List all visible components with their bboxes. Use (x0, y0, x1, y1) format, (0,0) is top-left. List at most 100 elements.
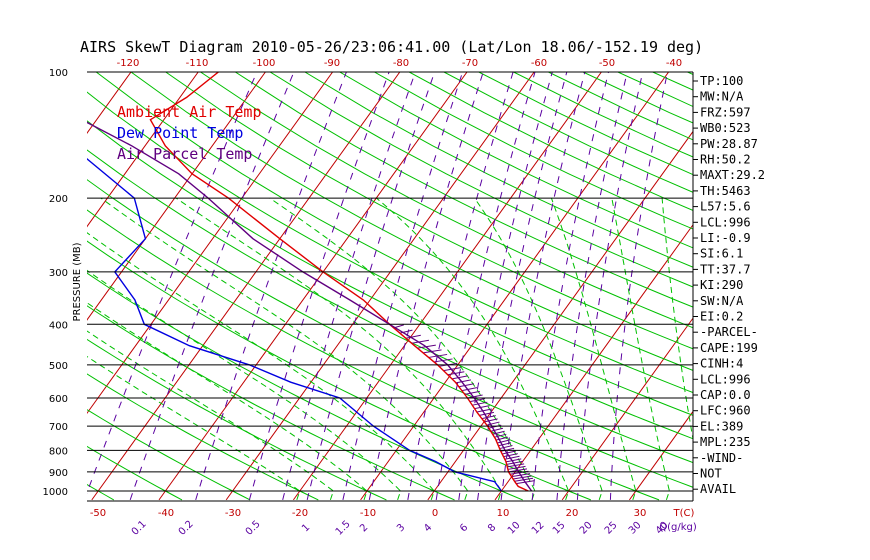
dry-adiabat-line (87, 91, 693, 416)
cape-hatch (474, 405, 490, 410)
mixing-ratio-lines (87, 72, 668, 501)
mixing-ratio-line (458, 72, 553, 500)
moist-adiabat-line (87, 269, 402, 501)
dry-adiabat-line (443, 72, 693, 193)
pressure-tick-label: 600 (49, 394, 68, 405)
stat-item: FRZ:597 (700, 105, 751, 119)
cape-hatch (492, 430, 505, 435)
dry-adiabat-line (339, 72, 693, 249)
mixing-ratio-tick-label: 0.1 (130, 519, 149, 538)
mixing-ratio-line (306, 72, 436, 501)
top-temp-tick-label: -70 (462, 58, 478, 69)
mixing-ratio-line (248, 72, 390, 501)
stat-item: MW:N/A (700, 90, 744, 104)
cape-hatch (411, 339, 430, 344)
isotherm-line (87, 72, 199, 228)
mixing-ratio-tick-label: 30 (627, 520, 644, 537)
cape-hatch (486, 421, 500, 426)
dry-adiabat-line (87, 338, 387, 501)
isotherm-line (87, 72, 266, 321)
dry-adiabat-line (478, 72, 693, 176)
bottom-temp-tick-label: -10 (360, 508, 376, 519)
mixing-ratio-tick-label: 1.5 (334, 519, 353, 538)
stat-item: CAPE:199 (700, 341, 758, 355)
bottom-temp-tick-label: 20 (566, 508, 579, 519)
stat-item: LI:-0.9 (700, 231, 751, 245)
pressure-axis: 100 200 300 400 500 600 700 800 900 1000 (43, 68, 68, 498)
moist-adiabat-line (87, 232, 435, 501)
dry-adiabat-line (513, 72, 693, 158)
pressure-tick-label: 800 (49, 446, 68, 457)
mixing-ratio-line (435, 72, 536, 500)
mixing-ratio-tick-label: 0.2 (177, 519, 196, 538)
moist-adiabat-line (474, 197, 603, 501)
mixing-ratio-line (407, 72, 514, 500)
legend-entry: Ambient Air Temp (117, 103, 262, 121)
stat-item: L57:5.6 (700, 200, 751, 214)
mixing-ratio-tick-label: 8 (486, 522, 498, 534)
mixing-ratio-tick-label: 10 (506, 520, 523, 537)
pressure-tick-label: 300 (49, 268, 68, 279)
mixing-ratio-tick-label: 25 (603, 520, 620, 537)
pressure-tick-label: 400 (49, 320, 68, 331)
stat-item: LCL:996 (700, 372, 751, 386)
mixing-ratio-axis: 0.1 0.2 0.5 1 1.5 2 3 4 6 8 10 12 15 20 25 30 40Q(g/kg) (130, 519, 697, 538)
mixing-ratio-line (556, 72, 628, 500)
stat-item: -WIND- (700, 451, 743, 465)
isotherm-line (561, 317, 693, 501)
legend-entry: Dew Point Temp (117, 124, 243, 142)
dry-adiabat-line (87, 305, 455, 501)
isotherm-line (360, 72, 670, 501)
dry-adiabat-line (87, 149, 693, 464)
cape-hatch (498, 442, 512, 447)
cape-hatch (506, 460, 523, 465)
cape-hatch (484, 418, 498, 423)
moist-adiabat-line (175, 197, 502, 501)
dry-adiabat-line (408, 72, 693, 212)
mixing-ratio-tick-label: 3 (395, 522, 407, 534)
moist-adiabats (87, 197, 693, 501)
stat-item: TT:37.7 (700, 262, 751, 276)
legend: Ambient Air Temp Dew Point Temp Air Parcel… (117, 103, 262, 163)
cape-hatch (497, 439, 510, 444)
chart-title: AIRS SkewT Diagram 2010-05-26/23:06:41.0… (80, 38, 703, 56)
dry-adiabat-line (269, 72, 693, 288)
stat-item: CINH:4 (700, 357, 743, 371)
stat-item: MAXT:29.2 (700, 168, 765, 182)
stat-item: TP:100 (700, 74, 743, 88)
cape-hatch (476, 408, 493, 413)
isotherm-line (427, 130, 693, 501)
moist-adiabat-line (611, 198, 670, 501)
dry-adiabat-line (87, 209, 660, 501)
bottom-temp-tick-label: 0 (432, 508, 438, 519)
moist-adiabat-line (87, 330, 334, 501)
dry-adiabat-line (87, 409, 251, 501)
mixing-ratio-tick-label: 0.5 (244, 519, 263, 538)
cape-hatch (455, 379, 472, 384)
cape-hatch (472, 401, 488, 406)
cape-hatch (503, 453, 518, 458)
mixing-ratio-line (342, 72, 464, 501)
dry-adiabat-line (200, 72, 693, 329)
moist-adiabat-line (87, 355, 301, 501)
cape-hatch (505, 458, 522, 463)
stat-item: TH:5463 (700, 184, 751, 198)
pressure-tick-label: 200 (49, 194, 68, 205)
cape-hatch (499, 445, 513, 450)
cape-hatch (451, 375, 468, 380)
mixing-ratio-tick-label: 12 (530, 520, 547, 537)
dry-adiabat-line (165, 72, 693, 350)
cape-hatch (461, 387, 478, 392)
mixing-ratio-tick-label: 4 (422, 522, 434, 534)
mixing-ratio-line (609, 72, 668, 500)
dry-adiabat-line (87, 445, 183, 501)
mixing-ratio-tick-label: Q(g/kg) (659, 522, 697, 533)
bottom-temp-tick-label: -40 (158, 508, 174, 519)
top-temp-tick-label: -80 (393, 58, 409, 69)
mixing-ratio-line (576, 72, 644, 500)
stat-item: -PARCEL- (700, 325, 758, 339)
stat-item: PW:28.87 (700, 137, 758, 151)
stat-item: WB0:523 (700, 121, 751, 135)
stat-item: SW:N/A (700, 294, 744, 308)
